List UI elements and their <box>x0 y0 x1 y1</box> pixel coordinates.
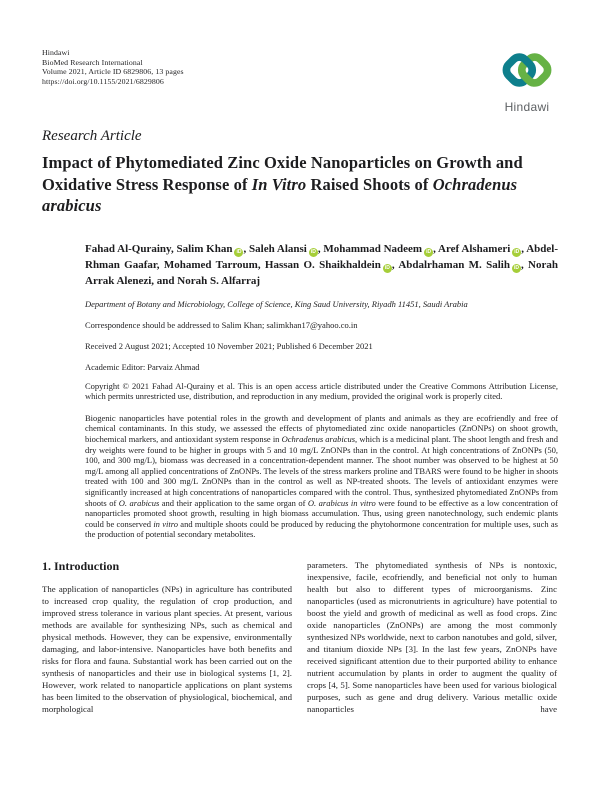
correspondence-email-link[interactable]: salimkhan17@yahoo.co.in <box>266 319 358 330</box>
orcid-icon[interactable]: iD <box>512 247 522 257</box>
intro-paragraph-right: parameters. The phytomediated synthesis … <box>307 560 557 714</box>
author-separator: , <box>521 242 527 255</box>
author-separator: , <box>243 242 250 255</box>
volume-line: Volume 2021, Article ID 6829806, 13 page… <box>42 67 184 77</box>
author-name: Hassan O. Shaikhaldein <box>264 258 381 271</box>
article-type-label: Research Article <box>42 128 142 145</box>
author-name: Salim Khan <box>176 242 233 255</box>
correspondence-line: Correspondence should be addressed to Sa… <box>85 320 558 330</box>
author-separator: , <box>433 242 439 255</box>
publisher-name: Hindawi <box>42 48 70 57</box>
author-separator: , <box>257 258 265 271</box>
author-name: Mohammad Nadeem <box>323 242 423 255</box>
abstract-text: Biogenic nanoparticles have potential ro… <box>85 412 558 540</box>
intro-section-heading: 1. Introduction <box>42 559 120 573</box>
author-separator: , <box>170 242 177 255</box>
author-name: Mohamed Tarroum <box>163 258 258 271</box>
author-name: Abdalrhaman M. Salih <box>398 258 510 271</box>
journal-header: Hindawi BioMed Research International Vo… <box>42 48 558 86</box>
author-separator: , and <box>151 274 178 287</box>
orcid-icon[interactable]: iD <box>234 247 244 257</box>
left-column: 1. Introduction The application of nanop… <box>42 559 292 715</box>
author-name: Abdel-Rhman Gaafar <box>85 242 559 271</box>
author-list: Fahad Al-Qurainy, Salim Khan iD, Saleh Al… <box>85 241 558 289</box>
doi-link[interactable]: https://doi.org/10.1155/2021/6829806 <box>42 76 164 86</box>
orcid-icon[interactable]: iD <box>382 263 392 273</box>
author-name: Aref Alshameri <box>438 242 511 255</box>
orcid-icon[interactable]: iD <box>511 263 521 273</box>
hindawi-logo-icon <box>502 53 552 87</box>
correspondence-prefix: Correspondence should be addressed to Sa… <box>85 319 267 330</box>
author-separator: , <box>156 258 164 271</box>
author-name: Saleh Alansi <box>249 242 307 255</box>
copyright-notice: Copyright © 2021 Fahad Al-Qurainy et al.… <box>85 380 558 402</box>
article-title: Impact of Phytomediated Zinc Oxide Nanop… <box>42 153 523 216</box>
author-name: Fahad Al-Qurainy <box>85 242 171 255</box>
logo-wordmark: Hindawi <box>504 100 550 114</box>
article-history-line: Received 2 August 2021; Accepted 10 Nove… <box>85 340 373 351</box>
body-columns: 1. Introduction The application of nanop… <box>42 559 558 715</box>
academic-editor-line: Academic Editor: Parvaiz Ahmad <box>85 361 200 372</box>
author-name: Norah Arrak Alenezi <box>85 258 558 287</box>
affiliation-text: Department of Botany and Microbiology, C… <box>85 298 468 309</box>
intro-paragraph-left: The application of nanoparticles (NPs) i… <box>42 584 292 714</box>
orcid-icon[interactable]: iD <box>424 247 434 257</box>
author-separator: , <box>520 258 529 271</box>
right-column: parameters. The phytomediated synthesis … <box>307 559 557 715</box>
author-name: Norah S. Alfarraj <box>177 274 261 287</box>
author-separator: , <box>391 258 399 271</box>
logo-green-ring-overlap <box>521 72 534 87</box>
hindawi-logo-block: Hindawi <box>495 46 559 114</box>
journal-name: BioMed Research International <box>42 57 143 67</box>
author-separator: , <box>317 242 324 255</box>
orcid-icon[interactable]: iD <box>308 247 318 257</box>
